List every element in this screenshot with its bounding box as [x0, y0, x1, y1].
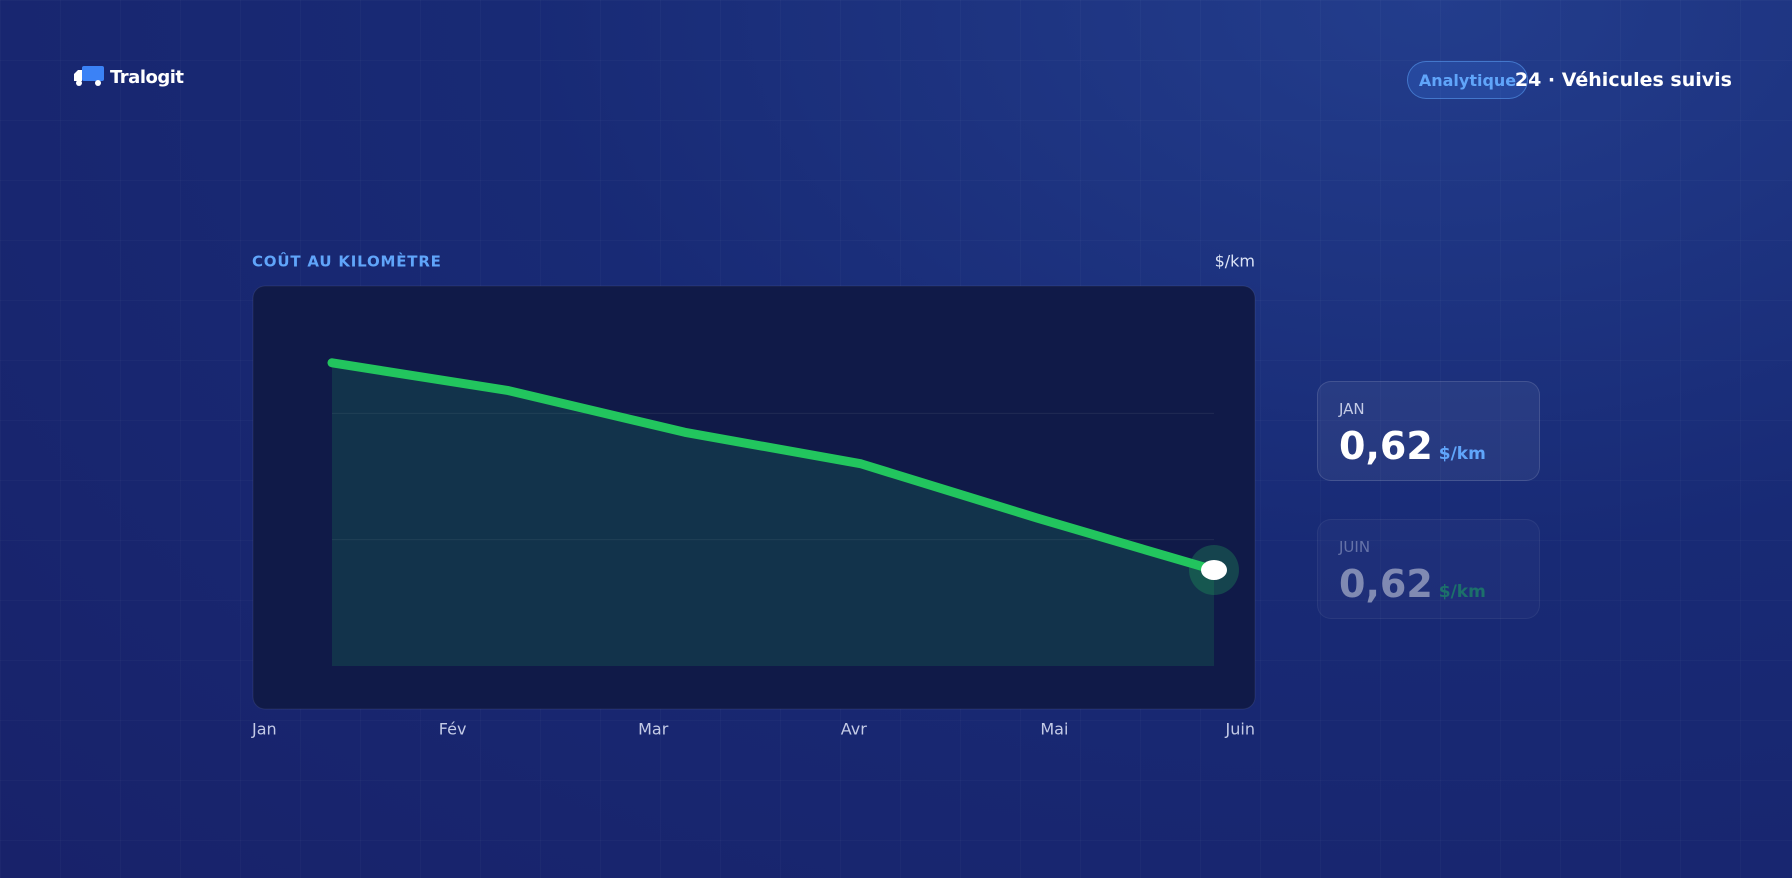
x-tick-label: Mar: [638, 720, 669, 739]
card-unit: $/km: [1438, 582, 1486, 602]
brand[interactable]: Tralogit: [72, 62, 184, 92]
brand-name: Tralogit: [110, 66, 184, 88]
stat-card: JUIN 0,62 $/km: [1317, 519, 1540, 619]
x-tick-label: Mai: [1040, 720, 1068, 739]
badge[interactable]: Analytique: [1407, 61, 1528, 99]
card-value: 0,62: [1339, 424, 1433, 468]
x-tick-label: Fév: [439, 720, 467, 739]
card-unit: $/km: [1438, 444, 1486, 464]
line: [327, 358, 1219, 575]
chart-title: COÛT AU KILOMÈTRE: [252, 252, 442, 271]
vehicle-count: 24 · Véhicules suivis: [1514, 69, 1732, 91]
stat-card: JAN 0,62 $/km: [1317, 381, 1540, 481]
x-tick-label: Juin: [1225, 720, 1255, 739]
x-tick-label: Jan: [251, 720, 277, 739]
card-value: 0,62: [1339, 562, 1433, 606]
x-tick-label: Avr: [841, 720, 867, 739]
card-label: JAN: [1339, 400, 1365, 418]
truck-icon: [74, 66, 104, 86]
end-point: [1201, 559, 1227, 580]
card-label: JUIN: [1339, 538, 1371, 556]
unit-label: $/km: [1215, 252, 1255, 271]
area: [332, 362, 1214, 666]
